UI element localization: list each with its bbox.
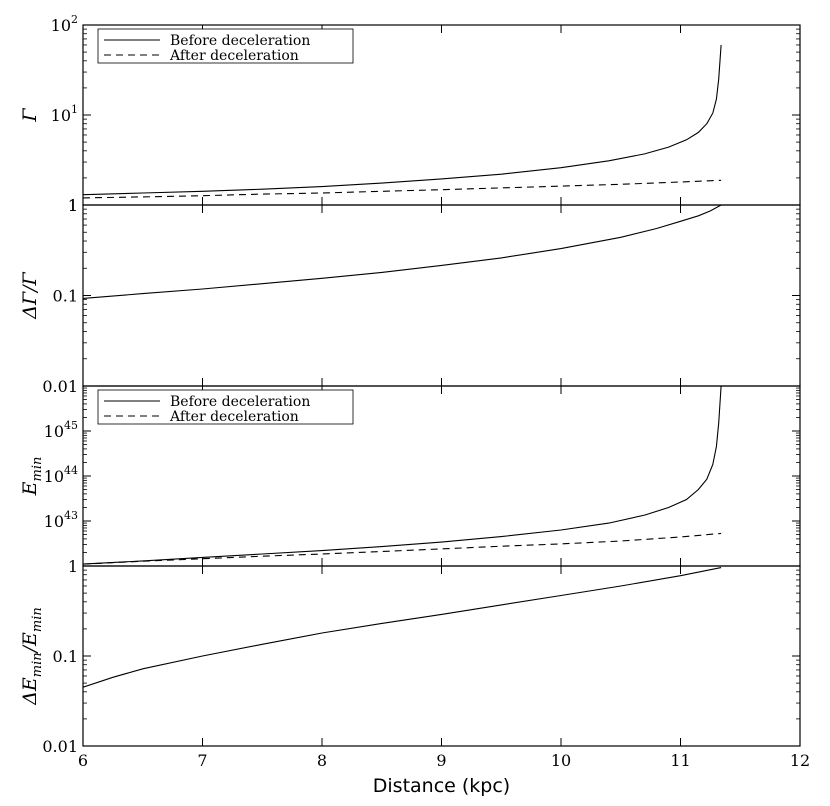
x-tick-label: 11	[670, 751, 690, 770]
y-axis-label-dGamma: ΔΓ/Γ	[19, 271, 41, 319]
y-tick-label: 1043	[44, 509, 78, 531]
y-axis-label-dEmin: ΔEmin/Emin	[19, 607, 45, 706]
x-tick-label: 9	[436, 751, 446, 770]
legend-box	[97, 28, 354, 64]
x-axis-label: Distance (kpc)	[373, 775, 510, 797]
series-line-before-Emin	[83, 386, 722, 565]
legend-label: After deceleration	[169, 409, 299, 425]
y-axis-label-Emin: Emin	[19, 457, 45, 497]
x-tick-label: 6	[78, 751, 88, 770]
y-tick-label: 1045	[44, 419, 78, 441]
series-line-before-Gamma	[83, 44, 722, 196]
x-tick-label: 10	[551, 751, 571, 770]
y-tick-label: 102	[51, 13, 78, 35]
series-line-before-dEmin	[83, 567, 722, 688]
y-tick-label: 0.1	[53, 287, 78, 306]
y-axis-label-Gamma: Γ	[19, 108, 41, 123]
series-line-before-dGamma	[83, 205, 722, 299]
y-tick-label: 0.01	[42, 377, 78, 396]
y-tick-label: 1044	[44, 464, 78, 486]
plot-frame-dEmin	[82, 565, 801, 747]
y-tick-label: 0.01	[42, 737, 78, 756]
legend-label: Before deceleration	[170, 33, 310, 49]
y-tick-label: 0.1	[53, 647, 78, 666]
legend-label: Before deceleration	[170, 394, 310, 410]
x-tick-label: 7	[197, 751, 207, 770]
legend-label: After deceleration	[169, 48, 299, 64]
y-tick-label: 1	[68, 196, 78, 215]
x-tick-label: 8	[317, 751, 327, 770]
y-tick-label: 1	[68, 196, 78, 215]
x-tick-label: 12	[790, 751, 810, 770]
panel-Emin: 1 1043 1044 1045 Emin Before decelerationAfte…	[19, 385, 801, 576]
series-line-after-Emin	[83, 532, 722, 565]
panel-dGamma: 0.01 0.1 1 ΔΓ/Γ	[19, 196, 801, 396]
series-line-after-Gamma	[83, 179, 722, 199]
panel-dEmin: 0.01 0.1 ΔEmin/Emin	[19, 565, 801, 756]
plot-frame-dGamma	[82, 204, 801, 387]
y-tick-label: 101	[51, 103, 78, 125]
y-tick-label: 1	[68, 557, 78, 576]
legend-box	[97, 389, 354, 425]
